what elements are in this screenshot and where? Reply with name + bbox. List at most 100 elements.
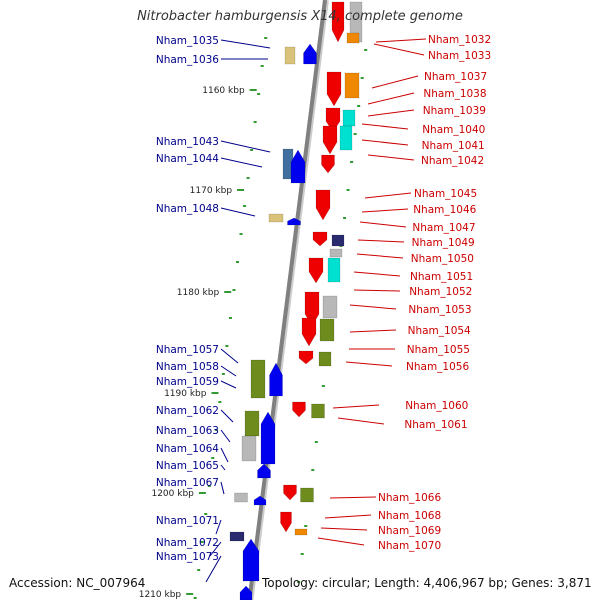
gene-label: Nham_1067	[156, 477, 219, 489]
label-leader-line	[220, 348, 239, 364]
gene-label: Nham_1041	[422, 140, 485, 152]
reverse-gene	[312, 231, 328, 247]
kbp-tick-label: 1170 kbp	[190, 186, 233, 196]
label-leader-line	[220, 380, 237, 389]
forward-gene	[269, 362, 283, 397]
label-leader-line	[329, 496, 377, 499]
gene-label: Nham_1047	[412, 222, 475, 234]
reverse-gene	[298, 350, 314, 365]
reverse-gene	[294, 528, 308, 536]
forward-gene	[253, 495, 267, 506]
gene-label: Nham_1058	[156, 361, 219, 373]
reverse-gene	[339, 125, 353, 151]
topology-text: Topology: circular; Length: 4,406,967 bp…	[262, 576, 592, 590]
gene-label: Nham_1033	[428, 50, 491, 62]
gene-label: Nham_1039	[423, 105, 486, 117]
label-leader-line	[220, 157, 263, 168]
label-leader-line	[353, 271, 401, 277]
label-leader-line	[373, 43, 425, 56]
reverse-gene	[329, 248, 343, 258]
gene-label: Nham_1060	[405, 400, 468, 412]
gene-label: Nham_1052	[409, 286, 472, 298]
label-leader-line	[353, 289, 401, 292]
gene-label: Nham_1066	[378, 492, 441, 504]
kbp-tick-label: 1180 kbp	[177, 288, 220, 298]
gene-label: Nham_1044	[156, 153, 219, 165]
label-leader-line	[371, 75, 419, 89]
gene-label: Nham_1037	[424, 71, 487, 83]
forward-gene	[234, 492, 248, 503]
gene-label: Nham_1054	[408, 325, 471, 337]
gene-label: Nham_1055	[407, 344, 470, 356]
reverse-gene	[327, 257, 341, 283]
gene-label: Nham_1070	[378, 540, 441, 552]
gene-label: Nham_1043	[156, 136, 219, 148]
gene-label: Nham_1065	[156, 460, 219, 472]
reverse-gene	[301, 317, 317, 347]
label-leader-line	[367, 154, 415, 161]
gene-label: Nham_1038	[423, 88, 486, 100]
gene-label: Nham_1053	[408, 304, 471, 316]
label-leader-line	[349, 304, 397, 310]
label-leader-line	[220, 365, 237, 377]
label-leader-line	[220, 207, 256, 217]
reverse-gene	[322, 295, 338, 319]
forward-gene	[287, 217, 301, 226]
label-leader-line	[220, 447, 229, 463]
reverse-gene	[319, 318, 335, 342]
label-leader-line	[361, 208, 409, 213]
label-leader-line	[361, 139, 409, 146]
label-leader-line	[364, 192, 412, 199]
label-leader-line	[220, 429, 231, 443]
reverse-gene	[300, 487, 314, 503]
label-leader-line	[317, 537, 365, 546]
reverse-gene	[331, 234, 345, 247]
reverse-gene	[322, 125, 338, 155]
reverse-gene	[346, 32, 360, 44]
reverse-gene	[331, 1, 345, 43]
gene-label: Nham_1057	[156, 344, 219, 356]
forward-gene	[241, 435, 257, 462]
label-leader-line	[375, 38, 427, 43]
gene-label: Nham_1063	[156, 425, 219, 437]
reverse-gene	[318, 351, 332, 367]
label-leader-line	[220, 39, 271, 49]
gene-label: Nham_1049	[412, 237, 475, 249]
reverse-gene	[342, 109, 356, 127]
page-title: Nitrobacter hamburgensis X14, complete g…	[137, 9, 463, 24]
reverse-gene	[315, 189, 331, 221]
forward-gene	[244, 410, 260, 437]
gene-label: Nham_1042	[421, 155, 484, 167]
gene-label: Nham_1056	[406, 361, 469, 373]
forward-gene	[239, 585, 253, 600]
gene-label: Nham_1064	[156, 443, 219, 455]
label-leader-line	[367, 92, 415, 105]
kbp-tick-label: 1200 kbp	[151, 489, 194, 499]
label-leader-line	[220, 409, 234, 423]
forward-gene	[229, 531, 245, 542]
gene-label: Nham_1051	[410, 271, 473, 283]
gene-label: Nham_1072	[156, 537, 219, 549]
forward-gene	[268, 213, 284, 223]
label-leader-line	[215, 519, 222, 535]
gene-label: Nham_1071	[156, 515, 219, 527]
label-leader-line	[349, 329, 397, 333]
gene-label: Nham_1046	[413, 204, 476, 216]
gene-label: Nham_1032	[428, 34, 491, 46]
gene-label: Nham_1045	[414, 188, 477, 200]
label-leader-line	[367, 109, 415, 117]
forward-gene	[290, 149, 306, 184]
gene-label: Nham_1059	[156, 376, 219, 388]
label-leader-line	[357, 239, 405, 243]
label-leader-line	[205, 555, 222, 583]
forward-gene	[250, 359, 266, 399]
label-leader-line	[320, 527, 368, 531]
label-leader-line	[220, 481, 225, 495]
gene-label: Nham_1068	[378, 510, 441, 522]
label-leader-line	[359, 221, 407, 228]
label-leader-line	[356, 253, 404, 259]
forward-gene	[260, 411, 276, 465]
kbp-tick-label: 1210 kbp	[139, 590, 182, 600]
reverse-gene	[283, 484, 297, 501]
reverse-gene	[321, 154, 335, 174]
